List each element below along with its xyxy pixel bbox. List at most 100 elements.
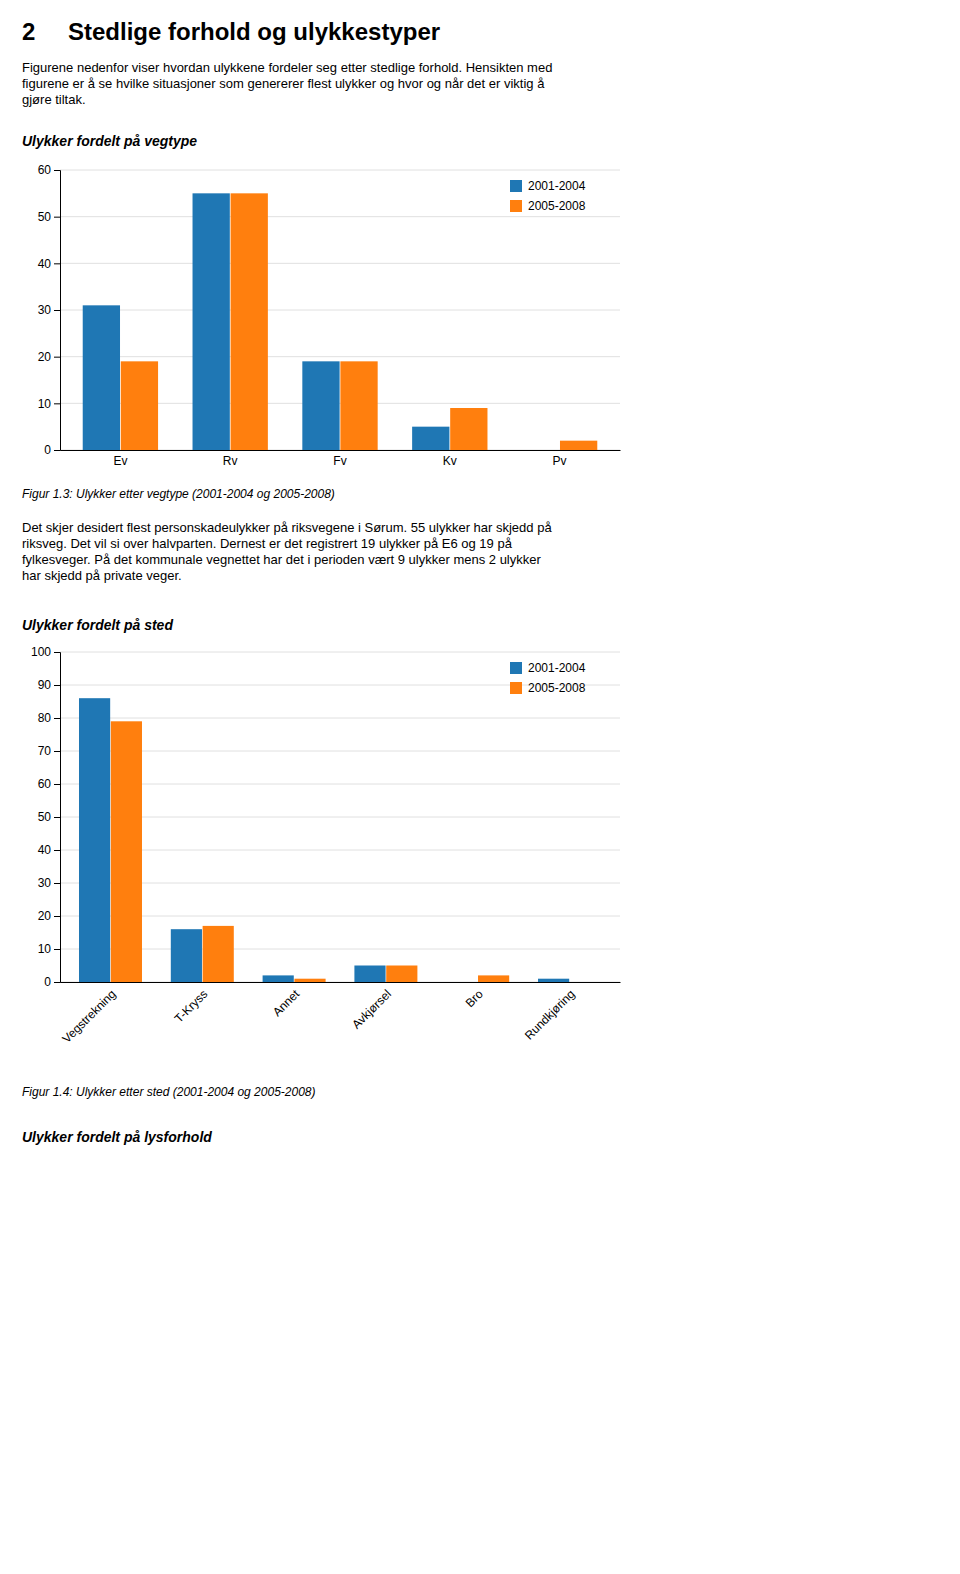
bar xyxy=(294,979,325,982)
tick: 30 xyxy=(38,303,60,317)
tick-mark xyxy=(54,949,60,950)
grid-line xyxy=(60,916,620,917)
grid-line xyxy=(60,356,620,357)
tick-label: Rundkjøring xyxy=(522,987,578,1043)
bar xyxy=(193,193,230,450)
body-line: har skjedd på private veger. xyxy=(22,568,182,583)
tick-label: 50 xyxy=(38,210,52,224)
tick: Rundkjøring xyxy=(522,987,578,1043)
tick-label: 30 xyxy=(38,876,52,890)
heading-number: 2 xyxy=(22,18,35,45)
bar xyxy=(560,441,597,450)
chart: 0102030405060708090100VegstrekningT-Krys… xyxy=(31,645,621,1046)
grid-line xyxy=(60,817,620,818)
bar xyxy=(171,929,202,982)
tick-label: 20 xyxy=(38,909,52,923)
tick: 40 xyxy=(38,257,60,271)
body-line: Det skjer desidert flest personskadeulyk… xyxy=(22,520,552,535)
legend-swatch xyxy=(510,682,522,694)
tick-label: Bro xyxy=(463,987,486,1010)
tick: 50 xyxy=(38,210,60,224)
bar xyxy=(203,926,234,982)
x-axis: EvRvFvKvPv xyxy=(61,451,621,468)
axis-line xyxy=(54,653,61,983)
bar xyxy=(79,698,110,982)
grid-line xyxy=(60,170,620,171)
tick: 60 xyxy=(38,777,60,791)
tick: Bro xyxy=(463,987,486,1010)
legend-swatch xyxy=(510,200,522,212)
bar xyxy=(111,721,142,982)
tick-mark xyxy=(54,982,60,983)
grid xyxy=(60,170,620,450)
caption: Figur 1.4: Ulykker etter sted (2001-2004… xyxy=(22,1085,316,1099)
legend-swatch xyxy=(510,662,522,674)
tick: 100 xyxy=(31,645,60,659)
bar xyxy=(121,361,158,450)
tick-mark xyxy=(54,883,60,884)
axis-line xyxy=(61,450,621,451)
tick-label: 40 xyxy=(38,257,52,271)
legend-swatch xyxy=(510,180,522,192)
bar xyxy=(538,979,569,982)
tick-label: Annet xyxy=(270,986,303,1019)
x-axis: Vegstrekning T-Kryss Annet Avkjørsel Bro Rund… xyxy=(60,983,621,1046)
tick-mark xyxy=(54,403,60,404)
grid-line xyxy=(60,784,620,785)
tick: 70 xyxy=(38,744,60,758)
tick-label: 80 xyxy=(38,711,52,725)
bars xyxy=(79,698,569,982)
grid-line xyxy=(60,310,620,311)
tick: Pv xyxy=(553,454,567,468)
tick: 50 xyxy=(38,810,60,824)
tick-label: Avkjørsel xyxy=(349,987,394,1032)
tick-mark xyxy=(54,817,60,818)
tick: 0 xyxy=(44,975,60,989)
tick: Kv xyxy=(443,454,457,468)
tick-mark xyxy=(54,310,60,311)
tick-label: Pv xyxy=(553,454,567,468)
bar xyxy=(522,450,559,451)
tick-mark xyxy=(54,357,60,358)
tick-label: T-Kryss xyxy=(172,987,211,1026)
bar xyxy=(263,975,294,982)
tick: 80 xyxy=(38,711,60,725)
tick-mark xyxy=(54,718,60,719)
bar xyxy=(231,193,268,450)
tick: 0 xyxy=(44,443,60,457)
tick-label: Vegstrekning xyxy=(60,987,119,1046)
tick-mark xyxy=(54,784,60,785)
tick-label: 0 xyxy=(44,975,51,989)
tick-label: 40 xyxy=(38,843,52,857)
grid-line xyxy=(60,751,620,752)
legend-label: 2005-2008 xyxy=(528,681,586,695)
tick-label: Kv xyxy=(443,454,457,468)
grid-line xyxy=(60,982,620,983)
tick: 10 xyxy=(38,397,60,411)
tick-mark xyxy=(54,217,60,218)
tick: 30 xyxy=(38,876,60,890)
legend: 2001-2004 2005-2008 xyxy=(510,661,586,695)
bar xyxy=(83,305,120,450)
bars xyxy=(83,193,598,450)
grid-line xyxy=(60,263,620,264)
grid-line xyxy=(60,718,620,719)
intro-line: Figurene nedenfor viser hvordan ulykkene… xyxy=(22,60,552,75)
chart: 0102030405060EvRvFvKvPv2001-20042005-200… xyxy=(38,163,621,467)
tick-label: 70 xyxy=(38,744,52,758)
tick-label: Fv xyxy=(333,454,346,468)
grid-line xyxy=(60,652,620,653)
intro-line: gjøre tiltak. xyxy=(22,92,86,107)
bar xyxy=(302,361,339,450)
tick-label: 20 xyxy=(38,350,52,364)
bar xyxy=(478,975,509,982)
bar xyxy=(450,408,487,450)
legend-label: 2001-2004 xyxy=(528,661,586,675)
y-axis: 0102030405060708090100 xyxy=(31,645,61,989)
tick: 40 xyxy=(38,843,60,857)
tick-label: 30 xyxy=(38,303,52,317)
tick: Rv xyxy=(223,454,238,468)
bar xyxy=(570,982,601,983)
page: 2Stedlige forhold og ulykkestyperFiguren… xyxy=(0,0,960,1574)
tick-mark xyxy=(54,751,60,752)
